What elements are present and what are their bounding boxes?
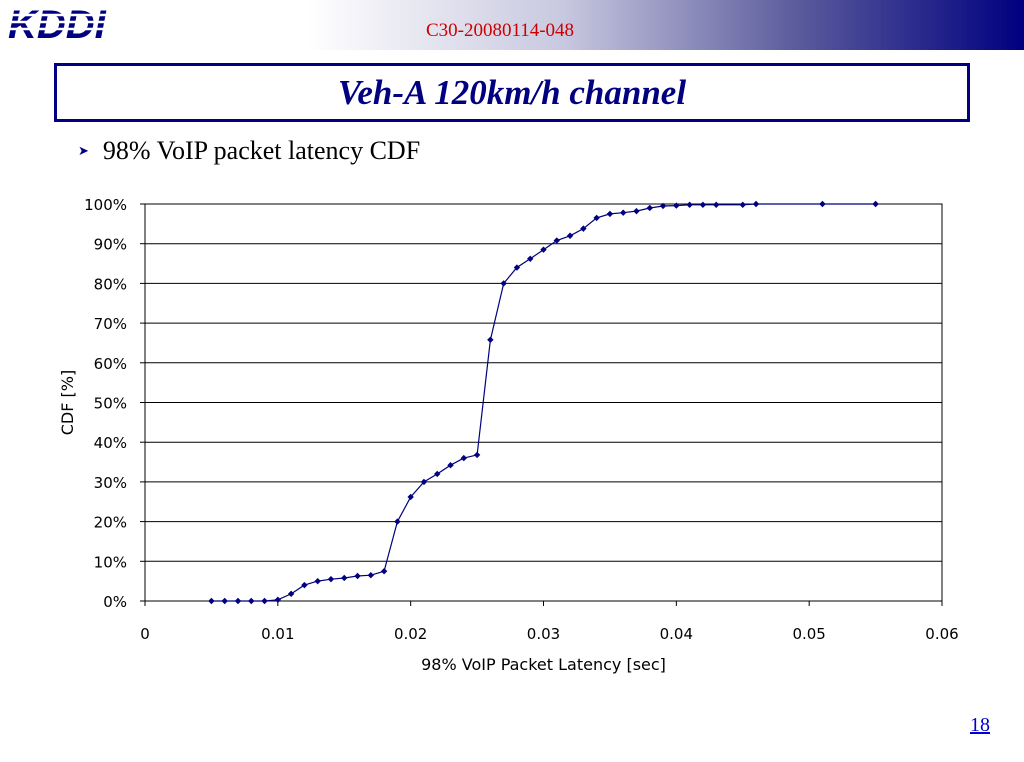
y-tick-label: 100% — [84, 196, 127, 214]
data-point — [287, 590, 295, 598]
data-point — [673, 202, 680, 209]
bullet-text: 98% VoIP packet latency CDF — [102, 136, 421, 165]
data-point — [274, 596, 282, 604]
data-point — [593, 214, 600, 222]
y-axis-label: CDF [%] — [58, 370, 77, 435]
data-point — [354, 572, 361, 580]
x-tick-label: 0 — [140, 625, 150, 643]
y-tick-label: 30% — [94, 474, 127, 492]
data-point — [540, 246, 547, 253]
x-axis-label: 98% VoIP Packet Latency [sec] — [421, 655, 666, 674]
x-tick-label: 0.06 — [925, 625, 958, 643]
data-point — [580, 225, 587, 232]
y-tick-label: 20% — [94, 514, 127, 532]
y-tick-label: 80% — [94, 275, 127, 293]
y-tick-label: 40% — [94, 434, 127, 452]
data-point — [434, 470, 441, 478]
data-point — [261, 597, 268, 605]
data-point — [712, 201, 720, 208]
x-tick-label: 0.01 — [261, 625, 294, 643]
header-band — [0, 0, 1024, 50]
data-point — [566, 232, 574, 239]
data-point — [367, 571, 375, 579]
y-tick-label: 90% — [94, 236, 127, 254]
data-point — [460, 454, 467, 462]
arrow-bullet-icon: ➤ — [78, 143, 89, 159]
data-point — [606, 210, 614, 218]
page-number[interactable]: 18 — [970, 714, 990, 736]
data-point — [699, 201, 707, 208]
data-point — [327, 575, 335, 583]
data-point — [447, 462, 454, 469]
kddi-logo: KDDI — [6, 4, 124, 44]
y-tick-label: 60% — [94, 355, 127, 373]
bullet-item: ➤ 98% VoIP packet latency CDF — [78, 136, 420, 166]
data-point — [208, 597, 215, 605]
data-point — [394, 518, 401, 525]
data-point — [500, 280, 507, 287]
data-point — [633, 207, 640, 215]
data-point — [487, 336, 494, 343]
data-point — [473, 451, 481, 459]
data-point — [872, 200, 879, 208]
x-tick-label: 0.02 — [394, 625, 427, 643]
y-tick-label: 10% — [94, 553, 127, 571]
document-id: C30-20080114-048 — [425, 20, 575, 41]
slide-title: Veh-A 120km/h channel — [337, 72, 687, 112]
data-point — [752, 200, 760, 208]
x-tick-label: 0.05 — [792, 625, 825, 643]
data-point — [513, 264, 521, 271]
data-point — [314, 577, 321, 585]
data-point — [659, 202, 667, 210]
data-point — [686, 201, 693, 208]
data-point — [420, 478, 428, 486]
y-tick-label: 0% — [103, 593, 127, 611]
title-box: Veh-A 120km/h channel — [54, 63, 970, 122]
data-point — [527, 255, 534, 262]
data-point — [380, 568, 388, 575]
data-point — [739, 201, 746, 208]
data-point — [407, 493, 414, 501]
data-point — [819, 200, 826, 208]
data-point — [248, 597, 255, 605]
y-tick-label: 50% — [94, 395, 127, 413]
data-point — [341, 574, 348, 582]
data-point — [620, 209, 627, 216]
data-point — [553, 237, 560, 244]
data-point — [301, 581, 308, 589]
x-tick-label: 0.04 — [660, 625, 693, 643]
data-point — [234, 597, 242, 605]
logo-text: KDDI — [8, 4, 107, 44]
y-tick-label: 70% — [94, 315, 127, 333]
data-point — [221, 597, 228, 605]
x-tick-label: 0.03 — [527, 625, 560, 643]
data-point — [646, 204, 653, 212]
